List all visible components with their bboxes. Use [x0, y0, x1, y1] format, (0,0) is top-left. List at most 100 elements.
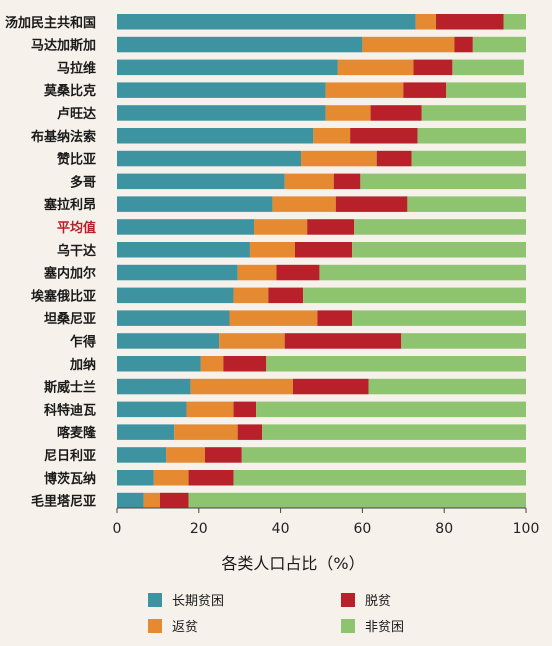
bar-segment-0-2 [436, 14, 504, 30]
bar-segment-13-3 [352, 310, 526, 326]
category-label-7: 多哥 [70, 174, 96, 190]
bar-segment-8-2 [335, 196, 408, 212]
bar-segment-15-0 [117, 356, 201, 372]
category-label-19: 尼日利亚 [44, 448, 96, 464]
legend-label-0: 长期贫困 [172, 593, 224, 609]
category-label-11: 塞内加尔 [44, 266, 96, 282]
category-label-15: 加纳 [69, 357, 96, 373]
bar-segment-6-1 [301, 150, 377, 167]
x-tick-label-5: 100 [513, 521, 540, 537]
legend-label-1: 返贫 [172, 619, 198, 635]
bar-segment-7-3 [360, 173, 526, 190]
bar-segment-14-3 [401, 333, 526, 349]
x-axis: 0 20 40 60 80 100 各类人口占比（%） [113, 507, 540, 573]
x-tick-label-1: 20 [190, 521, 208, 537]
bar-segment-17-1 [186, 401, 234, 418]
bar-segment-14-0 [117, 333, 220, 349]
bar-segment-11-0 [117, 264, 238, 281]
category-label-8: 塞拉利昂 [44, 197, 96, 213]
bar-segment-10-2 [294, 242, 353, 258]
x-tick-label-3: 60 [353, 521, 371, 537]
bar-segment-21-1 [143, 492, 160, 509]
bar-segment-16-0 [117, 378, 191, 395]
legend-swatch-0 [148, 593, 162, 607]
bar-segment-2-2 [413, 59, 453, 76]
bar-segment-8-1 [272, 196, 336, 212]
category-label-20: 博茨瓦纳 [44, 471, 96, 487]
bar-segment-4-0 [117, 105, 326, 121]
category-label-3: 莫桑比克 [43, 83, 96, 99]
bar-segment-2-3 [452, 59, 524, 76]
bar-segment-6-0 [117, 150, 302, 167]
bar-segment-11-2 [276, 264, 320, 281]
bar-segment-15-1 [200, 356, 224, 372]
bar-segment-16-2 [292, 378, 369, 395]
bar-segment-1-1 [362, 36, 455, 53]
bar-segment-20-3 [233, 470, 526, 486]
bar-segment-12-2 [268, 287, 304, 304]
bar-segment-14-2 [284, 333, 402, 349]
bar-segment-18-3 [262, 424, 526, 440]
bar-segment-13-0 [117, 310, 230, 326]
bar-segment-12-3 [303, 287, 526, 304]
bar-segment-1-3 [472, 36, 526, 53]
bar-segment-7-0 [117, 173, 285, 190]
category-label-18: 喀麦隆 [57, 425, 97, 441]
category-label-5: 布基纳法索 [31, 129, 96, 145]
bar-segment-7-2 [333, 173, 361, 190]
bar-segment-8-3 [407, 196, 526, 212]
bar-segment-20-1 [153, 470, 189, 486]
x-tick-label-4: 80 [435, 521, 453, 537]
category-label-14: 乍得 [70, 334, 96, 350]
category-label-17: 科特迪瓦 [44, 402, 96, 418]
bar-segment-18-2 [237, 424, 263, 440]
bar-segment-19-0 [117, 447, 167, 463]
bar-segment-15-3 [266, 356, 526, 372]
bar-segment-19-2 [204, 447, 242, 463]
bar-segment-9-1 [254, 219, 308, 235]
bar-segment-4-3 [421, 105, 526, 121]
bar-segment-17-2 [233, 401, 257, 418]
bar-segment-5-0 [117, 128, 314, 144]
category-label-0: 汤加民主共和国 [5, 15, 96, 31]
bars-layer [117, 14, 526, 509]
bar-segment-3-0 [117, 82, 326, 98]
bar-segment-17-0 [117, 401, 187, 418]
legend-swatch-1 [148, 619, 162, 633]
bar-segment-14-1 [219, 333, 285, 349]
bar-segment-0-0 [117, 14, 416, 30]
bar-segment-12-0 [117, 287, 234, 304]
bar-segment-18-0 [117, 424, 175, 440]
bar-segment-8-0 [117, 196, 273, 212]
bar-segment-21-3 [188, 492, 526, 509]
bar-segment-2-0 [117, 59, 338, 76]
legend-label-2: 脱贫 [365, 593, 391, 609]
bar-segment-7-1 [284, 173, 334, 190]
legend-label-3: 非贫困 [365, 619, 404, 635]
bar-segment-21-2 [159, 492, 189, 509]
bar-segment-9-3 [354, 219, 526, 235]
category-label-4: 卢旺达 [57, 106, 96, 122]
bar-segment-10-0 [117, 242, 250, 258]
bar-segment-21-0 [117, 492, 144, 509]
bar-segment-4-2 [370, 105, 422, 121]
legend-swatch-2 [341, 593, 355, 607]
bar-segment-6-3 [411, 150, 526, 167]
legend-swatch-3 [341, 619, 355, 633]
bar-segment-0-1 [415, 14, 437, 30]
bar-segment-4-1 [325, 105, 371, 121]
bar-segment-10-3 [352, 242, 526, 258]
bar-segment-16-1 [190, 378, 293, 395]
bar-segment-11-1 [237, 264, 277, 281]
bar-segment-16-3 [368, 378, 526, 395]
bar-segment-13-2 [317, 310, 353, 326]
bar-segment-17-3 [256, 401, 526, 418]
x-tick-label-0: 0 [113, 521, 122, 537]
bar-segment-5-1 [313, 128, 351, 144]
bar-segment-3-1 [325, 82, 404, 98]
bar-segment-20-0 [117, 470, 154, 486]
category-label-1: 马达加斯加 [31, 38, 96, 54]
